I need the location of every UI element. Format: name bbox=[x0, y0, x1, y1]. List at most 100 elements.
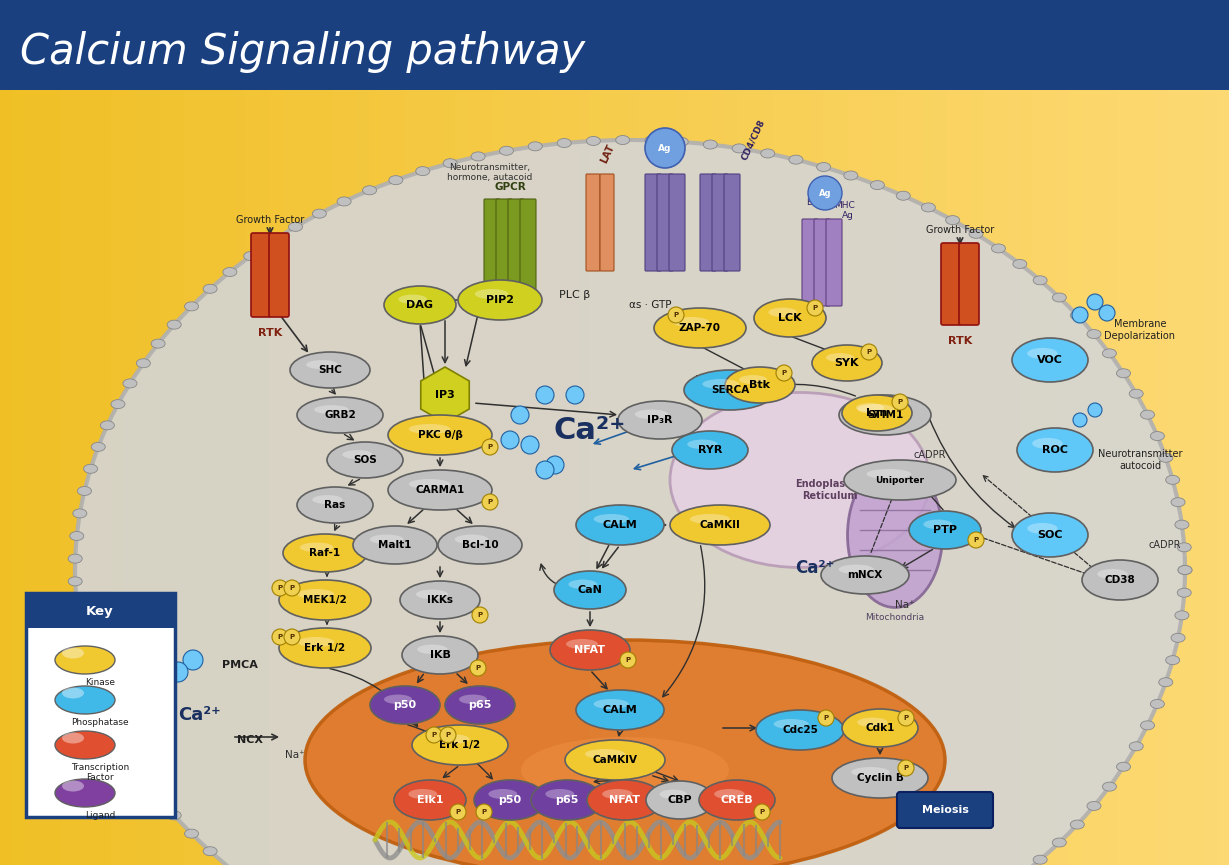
Text: Bcl-10: Bcl-10 bbox=[462, 540, 498, 550]
Ellipse shape bbox=[687, 439, 718, 449]
Ellipse shape bbox=[1150, 432, 1164, 440]
FancyBboxPatch shape bbox=[814, 219, 830, 306]
Text: SOS: SOS bbox=[353, 455, 377, 465]
Bar bbox=[627, 90, 640, 865]
Bar bbox=[578, 90, 591, 865]
Circle shape bbox=[567, 386, 584, 404]
Bar bbox=[320, 90, 333, 865]
Bar bbox=[1008, 90, 1021, 865]
Bar bbox=[283, 90, 296, 865]
Text: CaN: CaN bbox=[578, 585, 602, 595]
Ellipse shape bbox=[455, 535, 488, 544]
Ellipse shape bbox=[265, 236, 280, 246]
Text: LAT: LAT bbox=[600, 143, 617, 165]
Ellipse shape bbox=[73, 622, 87, 631]
Ellipse shape bbox=[279, 580, 371, 620]
Text: SYK: SYK bbox=[834, 358, 859, 368]
FancyBboxPatch shape bbox=[586, 174, 600, 271]
Ellipse shape bbox=[402, 636, 478, 674]
Text: p65: p65 bbox=[556, 795, 579, 805]
Text: Growth Factor: Growth Factor bbox=[925, 225, 994, 235]
Ellipse shape bbox=[1116, 762, 1131, 772]
Text: Ca²⁺: Ca²⁺ bbox=[178, 706, 221, 724]
Text: Ag: Ag bbox=[842, 211, 854, 220]
Circle shape bbox=[807, 176, 842, 210]
Bar bbox=[688, 90, 702, 865]
Bar bbox=[111, 90, 124, 865]
Bar bbox=[799, 90, 812, 865]
Bar bbox=[1082, 90, 1095, 865]
Text: GPCR: GPCR bbox=[494, 182, 526, 192]
Ellipse shape bbox=[444, 158, 457, 168]
Ellipse shape bbox=[565, 740, 665, 780]
Text: Ag: Ag bbox=[819, 189, 831, 197]
Text: Cyclin B: Cyclin B bbox=[857, 773, 903, 783]
Ellipse shape bbox=[55, 731, 116, 759]
Bar bbox=[479, 90, 493, 865]
Circle shape bbox=[819, 710, 834, 726]
Bar bbox=[995, 90, 1009, 865]
Text: SHC: SHC bbox=[318, 365, 342, 375]
Ellipse shape bbox=[866, 469, 911, 479]
Ellipse shape bbox=[1141, 410, 1154, 420]
Bar bbox=[885, 90, 898, 865]
Ellipse shape bbox=[315, 405, 349, 414]
Bar bbox=[762, 90, 775, 865]
Bar bbox=[787, 90, 800, 865]
Bar bbox=[823, 90, 837, 865]
Ellipse shape bbox=[151, 339, 165, 348]
Text: Calcium Signaling pathway: Calcium Signaling pathway bbox=[20, 31, 585, 73]
Ellipse shape bbox=[136, 772, 150, 781]
Ellipse shape bbox=[289, 222, 302, 231]
Text: P: P bbox=[673, 312, 678, 318]
Text: Ag: Ag bbox=[659, 144, 672, 152]
Text: p65: p65 bbox=[468, 700, 492, 710]
Text: CaMKII: CaMKII bbox=[699, 520, 740, 530]
Ellipse shape bbox=[909, 511, 981, 549]
Circle shape bbox=[546, 456, 564, 474]
Bar bbox=[209, 90, 222, 865]
Text: PLC β: PLC β bbox=[559, 290, 591, 300]
Ellipse shape bbox=[594, 514, 629, 524]
Ellipse shape bbox=[327, 442, 403, 478]
Text: Mitochondria: Mitochondria bbox=[865, 612, 924, 621]
Text: RTK: RTK bbox=[948, 336, 972, 346]
Text: DAG: DAG bbox=[407, 300, 434, 310]
Ellipse shape bbox=[408, 789, 438, 799]
Bar bbox=[270, 90, 284, 865]
Ellipse shape bbox=[474, 780, 546, 820]
Text: CD4/CD8: CD4/CD8 bbox=[740, 119, 767, 162]
Text: cADPR: cADPR bbox=[1149, 540, 1181, 550]
Ellipse shape bbox=[1018, 428, 1093, 472]
Ellipse shape bbox=[848, 463, 943, 607]
Ellipse shape bbox=[409, 424, 450, 434]
Ellipse shape bbox=[84, 667, 97, 676]
Ellipse shape bbox=[546, 789, 574, 799]
Bar bbox=[848, 90, 862, 865]
Text: P: P bbox=[760, 809, 764, 815]
Bar bbox=[897, 90, 911, 865]
Text: PKC θ/β: PKC θ/β bbox=[418, 430, 462, 440]
Bar bbox=[332, 90, 345, 865]
Ellipse shape bbox=[812, 345, 882, 381]
Ellipse shape bbox=[77, 486, 91, 496]
FancyBboxPatch shape bbox=[803, 219, 819, 306]
Text: Ca²⁺: Ca²⁺ bbox=[554, 415, 626, 445]
Ellipse shape bbox=[305, 640, 945, 865]
Ellipse shape bbox=[923, 520, 952, 529]
Circle shape bbox=[482, 494, 498, 510]
Text: MHC: MHC bbox=[834, 201, 854, 210]
Bar bbox=[1155, 90, 1169, 865]
Ellipse shape bbox=[852, 767, 890, 777]
Bar bbox=[0, 0, 1229, 90]
Ellipse shape bbox=[1177, 543, 1191, 552]
Ellipse shape bbox=[55, 779, 116, 807]
Bar bbox=[922, 90, 935, 865]
Text: RTK: RTK bbox=[258, 328, 283, 338]
Text: CARMA1: CARMA1 bbox=[415, 485, 465, 495]
FancyBboxPatch shape bbox=[712, 174, 728, 271]
Bar bbox=[123, 90, 136, 865]
Ellipse shape bbox=[1070, 820, 1084, 829]
Circle shape bbox=[1099, 305, 1115, 321]
Text: IP3: IP3 bbox=[435, 390, 455, 400]
